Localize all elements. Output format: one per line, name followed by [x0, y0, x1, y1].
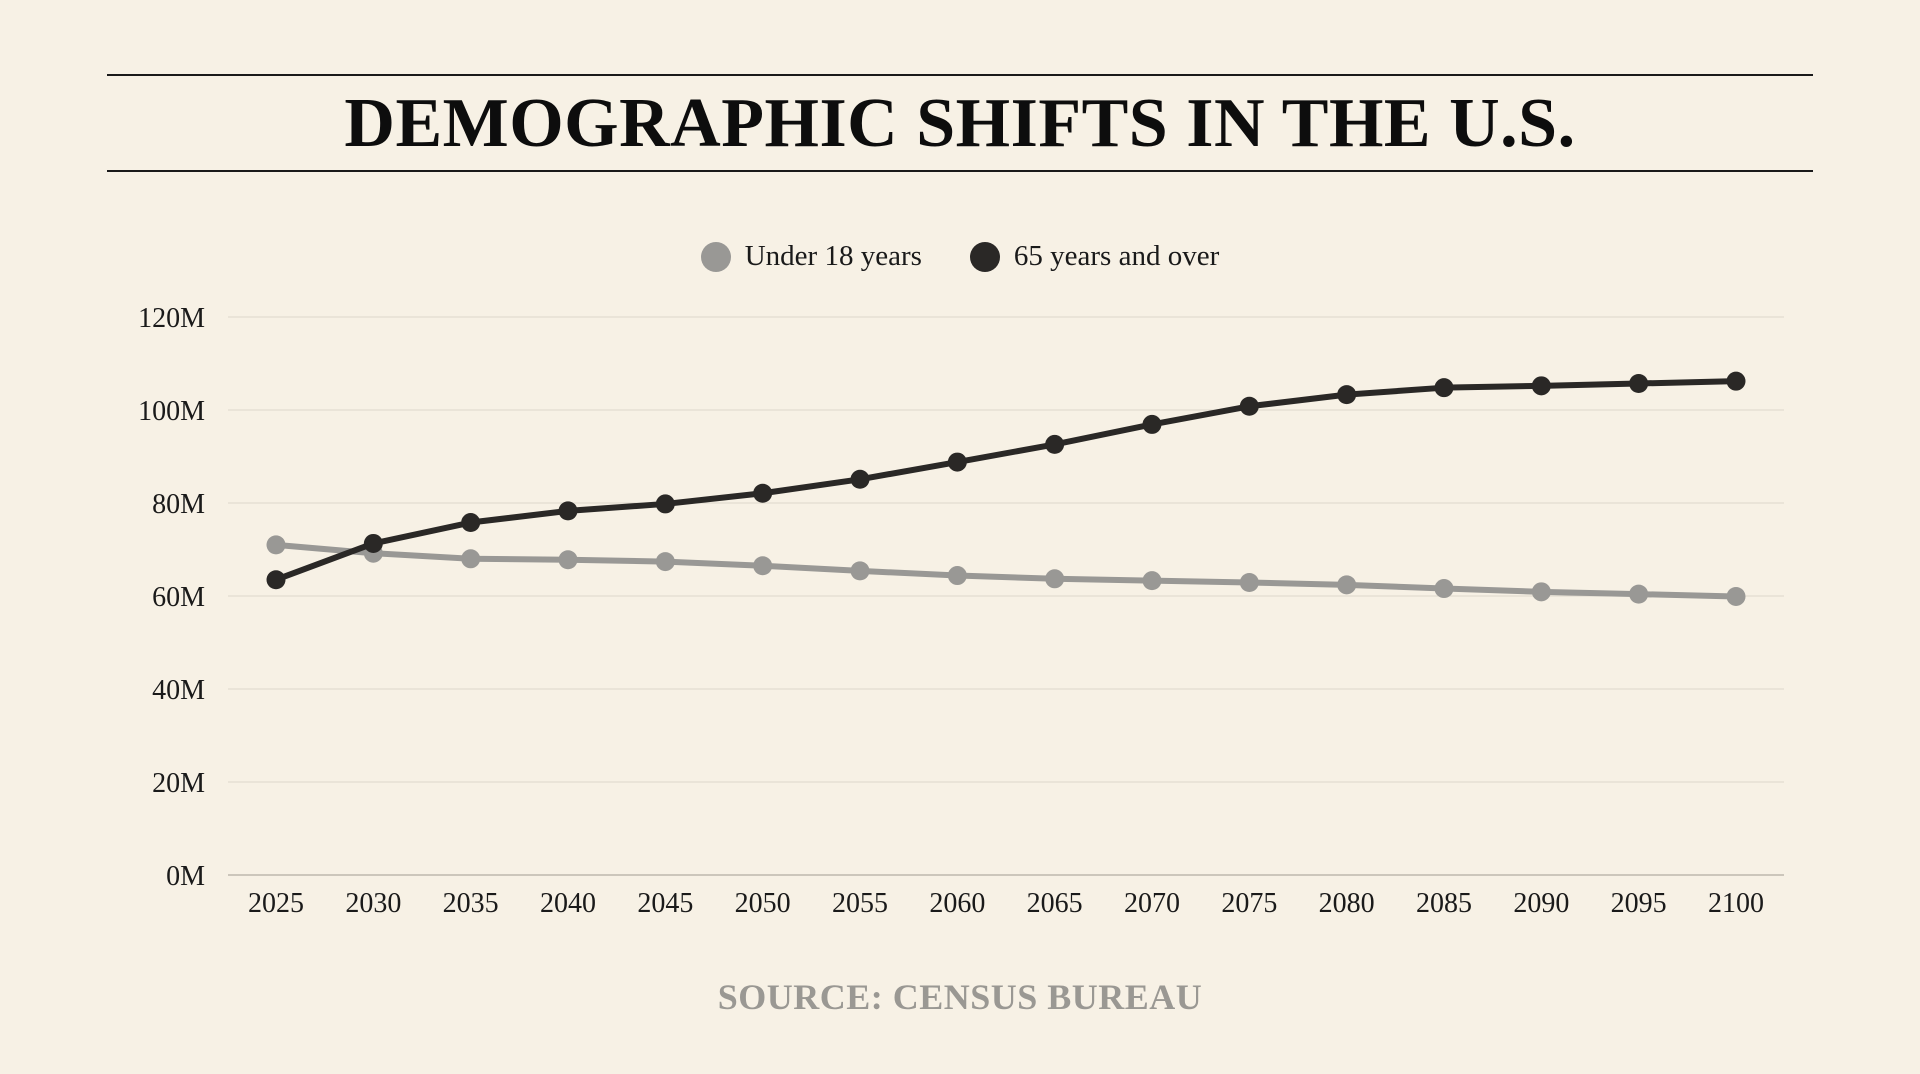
- title-top-rule: [107, 74, 1813, 76]
- data-point-65-over-2090: [1531, 376, 1551, 396]
- x-tick-label-2075: 2075: [1221, 888, 1277, 919]
- data-point-65-over-2060: [947, 452, 967, 472]
- series-layer: [266, 371, 1746, 606]
- data-point-under-18-2070: [1142, 571, 1162, 591]
- data-point-under-18-2065: [1045, 569, 1065, 589]
- x-tick-label-2065: 2065: [1027, 888, 1083, 919]
- x-tick-label-2085: 2085: [1416, 888, 1472, 919]
- legend-marker-under-18: [700, 241, 731, 272]
- data-point-under-18-2040: [558, 550, 578, 570]
- data-point-65-over-2040: [558, 501, 578, 521]
- grid-layer: [228, 316, 1784, 876]
- series-line-under-18: [273, 541, 1739, 600]
- x-tick-label-2080: 2080: [1319, 888, 1375, 919]
- x-tick-label-2070: 2070: [1124, 888, 1180, 919]
- data-point-65-over-2045: [655, 494, 675, 514]
- legend-item-under-18: Under 18 years: [700, 240, 922, 273]
- data-point-under-18-2035: [461, 549, 481, 569]
- y-tick-label-40M: 40M: [152, 675, 205, 706]
- y-tick-label-100M: 100M: [138, 396, 205, 427]
- series-line-65-over: [273, 378, 1739, 583]
- data-point-65-over-2035: [461, 513, 481, 533]
- data-point-65-over-2095: [1629, 373, 1649, 393]
- axis-layer: 0M 20M 40M 60M 80M 100M 120M 2025 2030 2035 2040 20…: [138, 303, 1764, 919]
- x-tick-label-2090: 2090: [1513, 888, 1569, 919]
- x-tick-label-2035: 2035: [443, 888, 499, 919]
- data-point-under-18-2100: [1726, 586, 1746, 606]
- data-point-under-18-2060: [947, 566, 967, 586]
- chart-title: DEMOGRAPHIC SHIFTS IN THE U.S.: [344, 85, 1576, 162]
- legend: Under 18 years 65 years and over: [0, 240, 1920, 273]
- data-point-65-over-2055: [850, 469, 870, 489]
- x-tick-label-2050: 2050: [735, 888, 791, 919]
- data-point-65-over-2065: [1045, 434, 1065, 454]
- data-point-65-over-2050: [753, 483, 773, 503]
- data-point-65-over-2100: [1726, 371, 1746, 391]
- x-tick-label-2040: 2040: [540, 888, 596, 919]
- data-point-65-over-2030: [363, 533, 383, 553]
- data-point-under-18-2090: [1531, 582, 1551, 602]
- x-tick-label-2100: 2100: [1708, 888, 1764, 919]
- legend-label-65-over: 65 years and over: [1013, 240, 1220, 272]
- x-tick-label-2095: 2095: [1611, 888, 1667, 919]
- y-tick-label-0M: 0M: [166, 861, 205, 892]
- data-point-under-18-2085: [1434, 579, 1454, 599]
- y-tick-label-80M: 80M: [152, 489, 205, 520]
- data-point-65-over-2080: [1337, 385, 1357, 405]
- data-point-under-18-2025: [266, 535, 286, 555]
- x-tick-label-2025: 2025: [248, 888, 304, 919]
- data-point-65-over-2075: [1239, 396, 1259, 416]
- data-point-65-over-2085: [1434, 378, 1454, 398]
- legend-label-under-18: Under 18 years: [744, 240, 922, 272]
- y-tick-label-20M: 20M: [152, 768, 205, 799]
- y-tick-label-120M: 120M: [138, 303, 205, 334]
- x-tick-label-2060: 2060: [929, 888, 985, 919]
- data-point-under-18-2055: [850, 561, 870, 581]
- data-point-65-over-2025: [266, 570, 286, 590]
- legend-item-65-over: 65 years and over: [969, 240, 1220, 273]
- legend-marker-65-over: [969, 241, 1000, 272]
- x-tick-label-2045: 2045: [637, 888, 693, 919]
- data-point-65-over-2070: [1142, 414, 1162, 434]
- x-tick-label-2055: 2055: [832, 888, 888, 919]
- title-bottom-rule: [107, 170, 1813, 172]
- data-point-under-18-2075: [1239, 573, 1259, 593]
- x-tick-label-2030: 2030: [345, 888, 401, 919]
- data-point-under-18-2045: [655, 552, 675, 572]
- source-note: SOURCE: CENSUS BUREAU: [717, 977, 1203, 1017]
- data-point-under-18-2050: [753, 556, 773, 576]
- y-tick-label-60M: 60M: [152, 582, 205, 613]
- data-point-under-18-2095: [1629, 584, 1649, 604]
- data-point-under-18-2080: [1337, 575, 1357, 595]
